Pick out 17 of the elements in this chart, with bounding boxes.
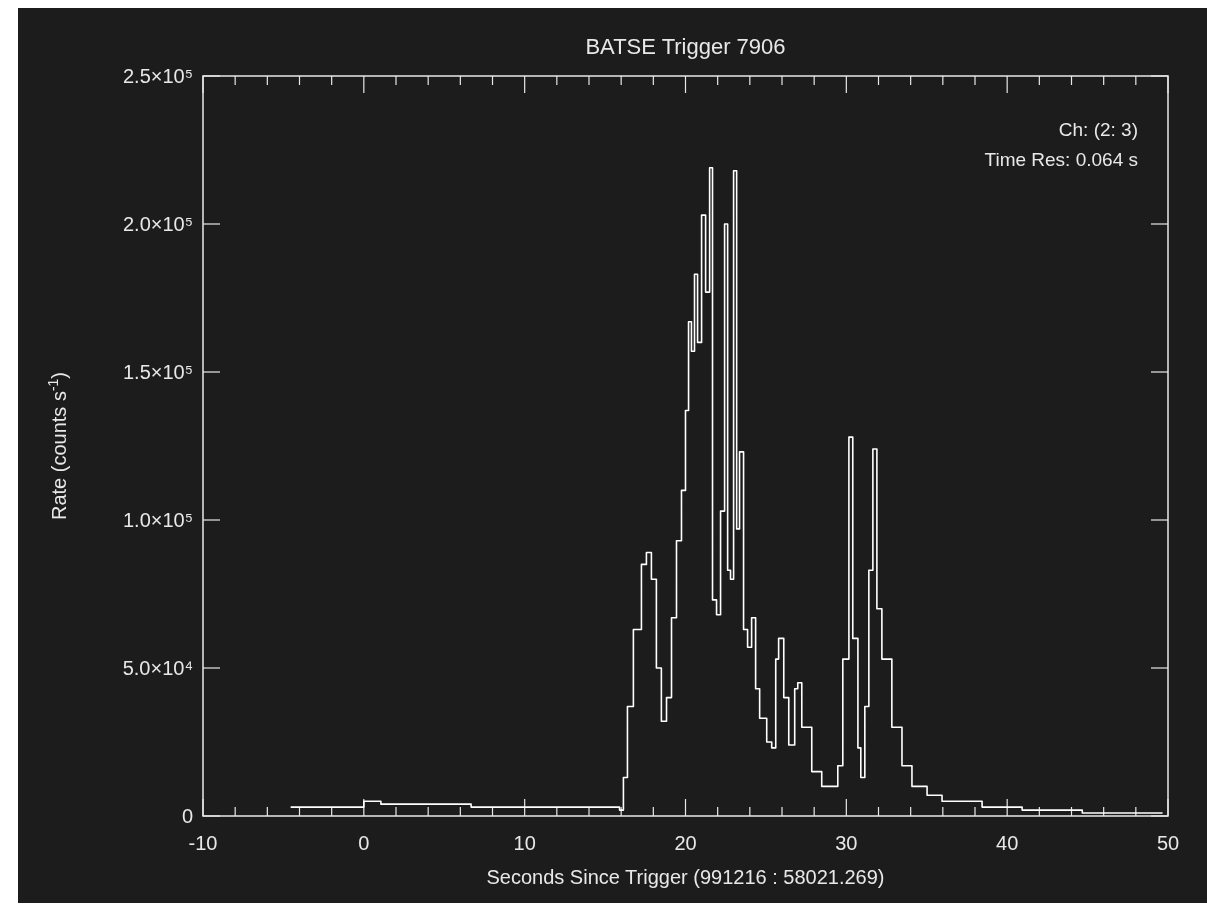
chart-title: BATSE Trigger 7906 [585,34,786,59]
y-tick-label: 1.5×10⁵ [122,361,193,383]
y-tick-label: 1.0×10⁵ [122,509,193,531]
x-tick-label: 20 [674,832,697,854]
x-axis-title: Seconds Since Trigger (991216 : 58021.269) [486,866,885,888]
annotation: Time Res: 0.064 s [984,149,1138,170]
x-tick-label: 0 [358,832,370,854]
y-tick-label: 5.0×10⁴ [122,657,193,679]
y-tick-label: 2.0×10⁵ [122,213,193,235]
x-tick-label: 40 [996,832,1019,854]
x-tick-label: 10 [513,832,536,854]
y-tick-label: 2.5×10⁵ [122,65,193,87]
y-tick-label: 0 [181,805,193,827]
x-tick-label: -10 [188,832,218,854]
x-tick-label: 30 [835,832,858,854]
annotation: Ch: (2: 3) [1058,119,1138,140]
x-tick-label: 50 [1156,832,1180,854]
